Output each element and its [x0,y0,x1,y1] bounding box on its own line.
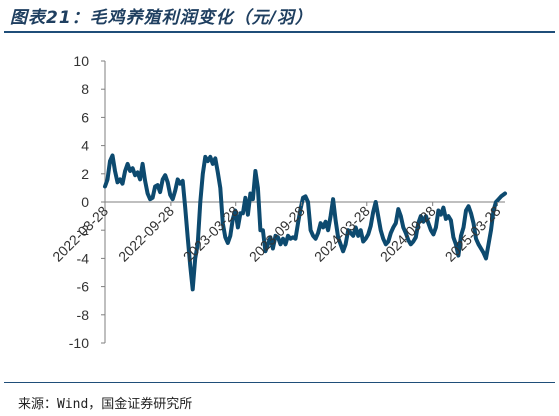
y-tick-label: 8 [81,81,89,97]
y-tick-label: 0 [81,194,89,210]
y-tick-label: 4 [81,138,89,154]
y-tick-label: 2 [81,166,89,182]
y-tick-label: 10 [73,53,89,69]
y-axis-ticks: 10 8 6 4 2 0 -2 -4 -6 -8 -10 [69,53,105,351]
x-tick-label: 2022-09-28 [115,203,177,265]
y-tick-label: 6 [81,109,89,125]
title-rule [4,31,555,33]
footer-rule [4,382,555,383]
x-tick-label: 2023-09-28 [246,203,308,265]
chart-title: 图表21：毛鸡养殖利润变化（元/羽） [10,8,313,28]
y-tick-label: -2 [77,222,90,238]
x-tick-label: 2024-09-28 [377,203,439,265]
y-tick-label: -8 [77,307,90,323]
series-line [103,153,507,292]
x-tick-label: 2024-03-28 [311,203,373,265]
y-tick-label: -6 [77,279,90,295]
y-tick-label: -10 [69,335,89,351]
source-note: 来源：Wind，国金证券研究所 [18,397,193,412]
y-tick-label: -4 [77,250,90,266]
